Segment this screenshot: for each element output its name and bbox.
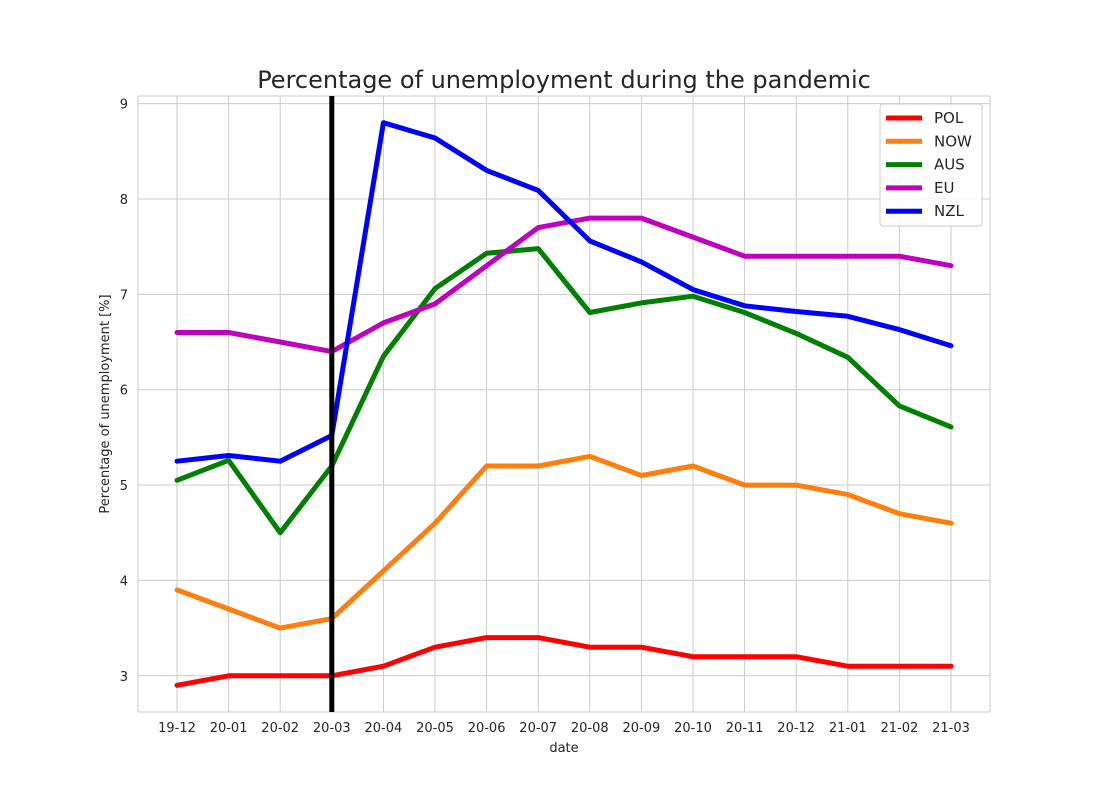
x-tick-label: 20-11: [726, 721, 764, 736]
series-line-pol: [174, 635, 954, 688]
legend-label-now: NOW: [934, 132, 972, 150]
x-axis-label: date: [549, 741, 578, 756]
y-axis-label: Percentage of unemployment [%]: [98, 294, 113, 513]
plot-background: [137, 95, 991, 713]
y-tick-label: 8: [120, 193, 128, 208]
series-line-aus: [174, 246, 954, 536]
x-tick-label: 20-02: [261, 721, 299, 736]
x-tick-label: 20-04: [365, 721, 403, 736]
chart-title: Percentage of unemployment during the pa…: [257, 66, 871, 94]
legend-label-aus: AUS: [934, 156, 965, 174]
y-tick-label: 6: [120, 384, 128, 399]
legend-label-pol: POL: [934, 109, 964, 127]
y-tick-label: 4: [120, 574, 128, 589]
legend-label-nzl: NZL: [934, 202, 964, 220]
y-tick-label: 7: [120, 288, 128, 303]
series-line-now: [174, 453, 954, 631]
x-tick-label: 21-02: [881, 721, 919, 736]
series-lines: [174, 120, 954, 688]
legend-label-eu: EU: [934, 179, 954, 197]
x-tick-label: 20-06: [468, 721, 506, 736]
grid-lines: [138, 96, 990, 712]
series-line-nzl: [174, 120, 954, 464]
y-tick-label: 5: [120, 479, 128, 494]
x-tick-label: 19-12: [158, 721, 196, 736]
x-tick-label: 20-09: [623, 721, 661, 736]
x-tick-label: 20-03: [313, 721, 351, 736]
x-tick-label: 21-03: [932, 721, 970, 736]
x-tick-label: 20-01: [210, 721, 248, 736]
x-tick-label: 20-05: [416, 721, 454, 736]
x-tick-label: 20-12: [777, 721, 815, 736]
y-tick-label: 9: [120, 98, 128, 113]
x-tick-labels: 19-12 20-01 20-02 20-03 20-04 20-05 20-06 20-07…: [158, 721, 970, 736]
y-tick-labels: 3 4 5 6 7 8 9: [120, 98, 128, 685]
series-line-eu: [174, 215, 954, 355]
x-tick-label: 20-10: [674, 721, 712, 736]
legend: POL NOW AUS EU NZL: [879, 103, 983, 227]
x-tick-label: 20-08: [571, 721, 609, 736]
legend-box: [879, 103, 983, 227]
y-tick-label: 3: [120, 670, 128, 685]
x-tick-label: 21-01: [829, 721, 867, 736]
x-tick-label: 20-07: [519, 721, 557, 736]
